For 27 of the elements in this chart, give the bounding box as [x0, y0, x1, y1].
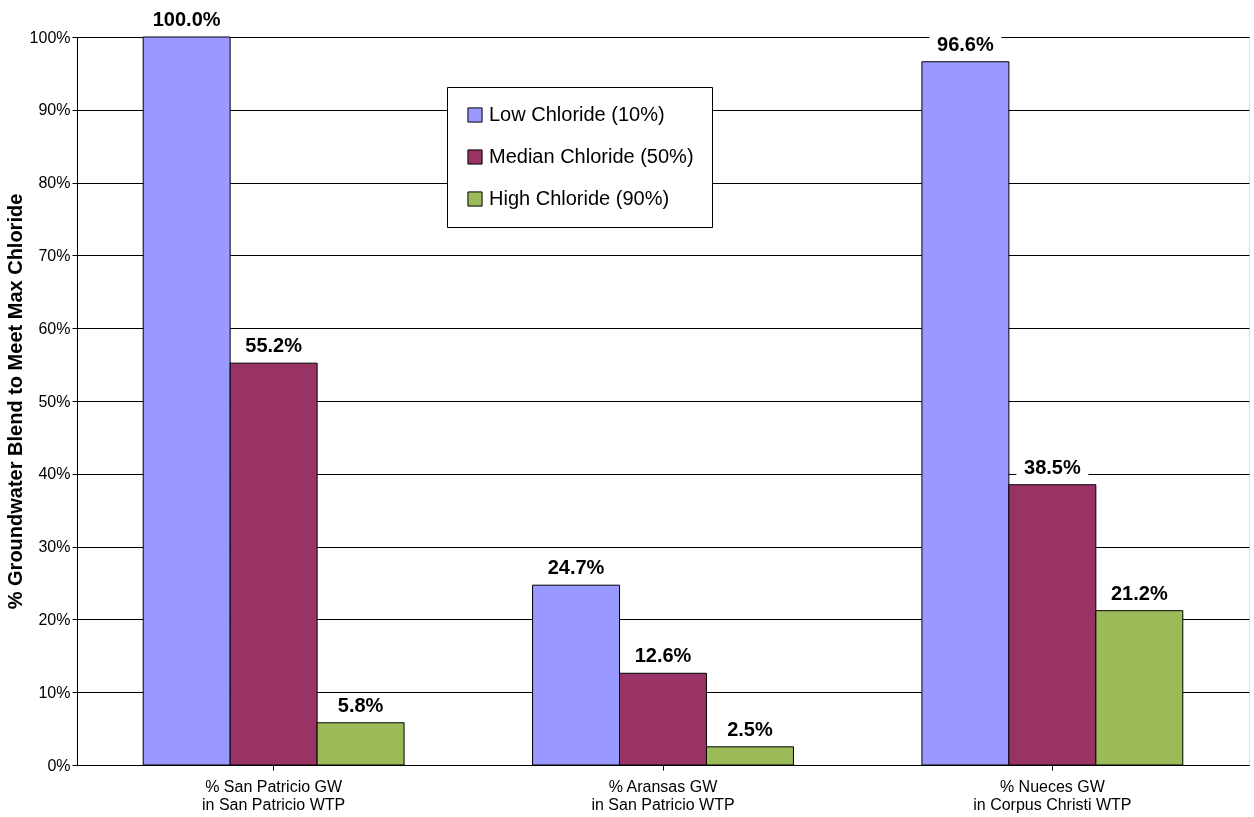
legend-label: Median Chloride (50%)	[489, 145, 694, 167]
data-label: 55.2%	[245, 334, 303, 357]
y-tick-label: 0%	[47, 756, 71, 774]
x-tick-label: % Nueces GW in Corpus Christi WTP	[973, 777, 1132, 813]
y-tick-label: 10%	[38, 683, 71, 701]
y-tick-label: 60%	[38, 319, 71, 337]
data-label: 2.5%	[727, 717, 773, 740]
y-tick-label: 40%	[38, 465, 71, 483]
legend-label: High Chloride (90%)	[489, 187, 670, 209]
y-tick-label: 50%	[38, 392, 71, 410]
data-label: 24.7%	[547, 556, 605, 579]
data-label: 5.8%	[337, 693, 384, 716]
y-tick-label: 30%	[38, 538, 71, 556]
y-tick-label: 70%	[38, 246, 71, 264]
y-axis-title: % Groundwater Blend to Meet Max Chloride	[3, 193, 26, 610]
data-label: 96.6%	[937, 32, 994, 55]
data-label: 100.0%	[152, 8, 221, 30]
y-tick-label: 100%	[29, 28, 71, 46]
data-label: 21.2%	[1110, 581, 1168, 604]
x-tick-label: % Aransas GW in San Patricio WTP	[591, 777, 735, 813]
y-tick-label: 20%	[38, 610, 71, 628]
y-tick-label: 90%	[38, 101, 71, 119]
data-label: 12.6%	[634, 644, 692, 667]
y-tick-label: 80%	[38, 174, 71, 192]
data-label: 38.5%	[1024, 455, 1081, 478]
x-tick-label: % San Patricio GW in San Patricio WTP	[202, 777, 346, 813]
legend-label: Low Chloride (10%)	[489, 103, 665, 125]
